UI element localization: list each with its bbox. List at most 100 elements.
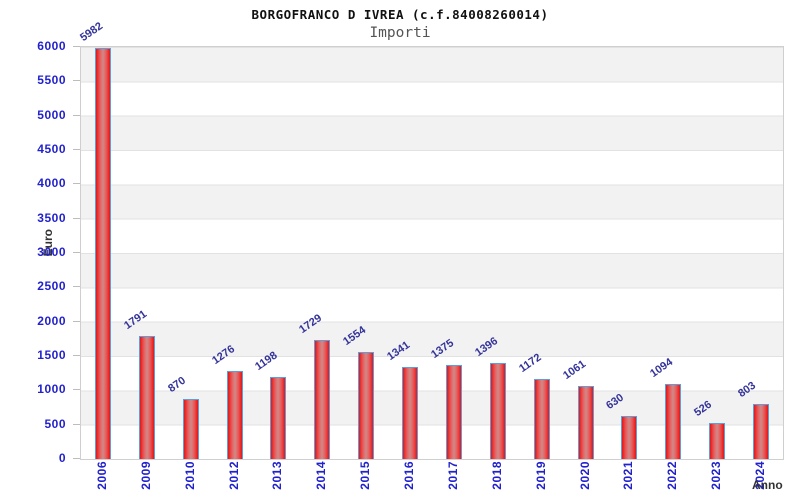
- x-tick-slot: 2020: [563, 461, 607, 490]
- x-tick-label: 2022: [665, 461, 680, 490]
- x-tick-label: 2014: [314, 461, 329, 490]
- bar-value-label: 1198: [253, 349, 280, 373]
- bar-slot: 1375: [429, 47, 476, 459]
- bar-slot: 5982: [78, 20, 125, 459]
- y-tick-mark: [73, 458, 80, 459]
- x-tick-slot: 2014: [299, 461, 343, 490]
- bar-value-label: 630: [604, 391, 627, 412]
- y-tick-mark: [73, 252, 80, 253]
- bar: [182, 399, 199, 459]
- x-tick-slot: 2006: [80, 461, 124, 490]
- bar-slot: 526: [692, 47, 739, 459]
- x-tick-label: 2023: [709, 461, 724, 490]
- bar-value-label: 1791: [121, 308, 149, 332]
- x-tick-label: 2006: [94, 461, 109, 490]
- bar-value-label: 1396: [472, 335, 500, 360]
- y-tick-label: 4500: [37, 142, 66, 156]
- bar: [489, 363, 506, 459]
- y-tick-label: 4000: [37, 176, 66, 191]
- y-tick-mark: [73, 286, 80, 288]
- bar-value-label: 1094: [648, 356, 676, 380]
- bar-value-label: 1276: [209, 343, 237, 368]
- y-tick-label: 2500: [37, 279, 66, 294]
- bar-slot: 1791: [121, 47, 169, 459]
- y-tick-mark: [73, 320, 80, 322]
- x-tick-slot: 2019: [519, 461, 563, 490]
- x-tick-slot: 2016: [387, 461, 431, 490]
- bar-slot: 1396: [472, 47, 520, 459]
- y-tick-label: 2000: [37, 313, 66, 328]
- bar-value-label: 1554: [341, 324, 369, 349]
- bar: [577, 386, 594, 459]
- x-tick-label: 2012: [226, 461, 241, 490]
- y-tick-label: 6000: [37, 39, 66, 53]
- plot-area: 5982 1791 870 1276 1198 1729 1554 1341 1375 1396 1…: [78, 20, 784, 460]
- bar-value-label: 1729: [297, 312, 325, 337]
- bar: [753, 403, 770, 459]
- x-tick-label: 2016: [402, 461, 417, 490]
- bar: [94, 48, 111, 459]
- bar: [665, 383, 682, 459]
- y-tick-label: 0: [58, 451, 66, 465]
- x-tick-slot: 2023: [694, 461, 738, 490]
- x-tick-label: 2021: [621, 461, 636, 490]
- bar-slot: 630: [604, 47, 652, 459]
- bar-slot: 1341: [385, 47, 432, 459]
- bar: [226, 371, 243, 459]
- x-axis-title: Anno: [752, 478, 783, 492]
- bar: [533, 378, 550, 459]
- bar: [402, 366, 419, 459]
- bar: [270, 376, 287, 459]
- bar-value-label: 870: [165, 374, 188, 396]
- x-tick-slot: 2015: [343, 461, 387, 490]
- x-tick-label: 2010: [182, 461, 197, 490]
- bar: [138, 336, 155, 459]
- x-tick-slot: 2017: [431, 461, 475, 490]
- bar-value-label: 1172: [516, 350, 544, 375]
- y-tick-mark: [73, 389, 80, 391]
- x-tick-slot: 2012: [212, 461, 256, 490]
- bar-slot: 870: [165, 47, 213, 459]
- bar-slot: 1729: [297, 47, 344, 459]
- bar: [621, 415, 638, 459]
- bar-value-label: 526: [692, 398, 715, 419]
- x-tick-label: 2009: [138, 461, 153, 490]
- y-tick-mark: [73, 355, 80, 356]
- x-tick-slot: 2018: [475, 461, 519, 490]
- bars-container: 5982 1791 870 1276 1198 1729 1554 1341 1375 1396 1…: [78, 20, 783, 459]
- x-tick-slot: 2021: [607, 461, 651, 490]
- y-tick-label: 5000: [37, 107, 66, 122]
- x-tick-slot: 2022: [650, 461, 694, 490]
- bar-slot: 1172: [516, 47, 564, 459]
- bar-slot: 1554: [341, 47, 388, 459]
- chart-title: BORGOFRANCO D IVREA (c.f.84008260014): [251, 7, 549, 22]
- bar: [358, 352, 375, 459]
- y-tick-label: 5500: [37, 73, 66, 88]
- x-tick-label: 2015: [358, 461, 373, 490]
- bar-slot: 1198: [253, 47, 301, 459]
- y-tick-label: 3500: [37, 210, 66, 225]
- y-tick-mark: [73, 217, 80, 219]
- bar-slot: 803: [736, 47, 783, 459]
- y-tick-label: 3000: [37, 245, 66, 259]
- x-tick-slot: 2013: [256, 461, 300, 490]
- x-tick-label: 2020: [577, 461, 592, 490]
- y-tick-label: 500: [44, 416, 66, 431]
- bar: [445, 364, 462, 459]
- y-tick-mark: [73, 46, 80, 47]
- bar-value-label: 803: [736, 379, 759, 400]
- x-tick-label: 2019: [533, 461, 548, 490]
- bar-slot: 1061: [560, 47, 608, 459]
- y-tick-label: 1000: [37, 382, 66, 397]
- bar-slot: 1094: [648, 47, 695, 459]
- chart-subtitle: Importi: [369, 25, 431, 41]
- y-tick-mark: [73, 423, 80, 425]
- bar-value-label: 1061: [560, 358, 588, 383]
- bar: [314, 340, 331, 459]
- x-tick-label: 2017: [445, 461, 460, 490]
- y-tick-mark: [73, 149, 80, 150]
- x-tick-label: 2013: [270, 461, 285, 490]
- x-tick-label: 2018: [489, 461, 504, 490]
- bar-value-label: 1341: [385, 339, 413, 363]
